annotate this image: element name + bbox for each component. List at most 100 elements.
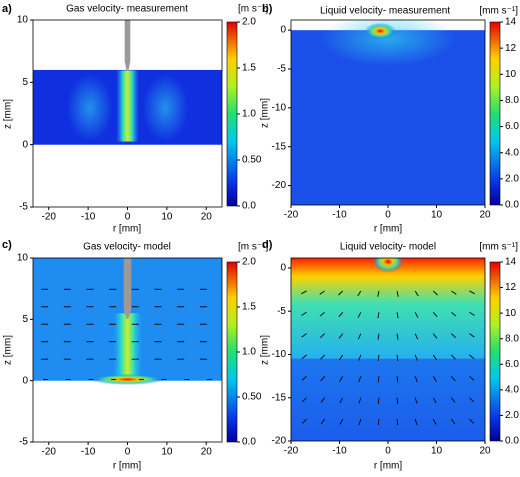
flow-arrow [432, 376, 437, 382]
x-tick-label: -10 [332, 210, 347, 221]
y-tick-label: 0 [22, 139, 28, 150]
flow-arrow [451, 397, 456, 403]
field-blob [364, 22, 396, 40]
colorbar-tick-label: 1.5 [242, 63, 256, 74]
flow-arrow [320, 354, 325, 360]
colorbar-tick-label: 10 [505, 69, 517, 80]
colorbar-tick-label: 4.0 [505, 384, 519, 395]
flow-arrow [377, 418, 380, 426]
flow-arrow [451, 418, 456, 425]
colorbar-tick-label: 0.0 [505, 436, 519, 447]
colorbar [226, 21, 238, 207]
y-tick-label: 10 [17, 15, 29, 26]
field-group [291, 20, 485, 205]
flow-arrow [301, 290, 307, 295]
flow-arrow [469, 418, 474, 424]
flow-arrow [469, 397, 475, 403]
flow-arrow [339, 397, 344, 404]
y-axis-label: z [mm] [260, 335, 271, 365]
flow-arrow [396, 312, 399, 319]
x-tick-label: 10 [431, 210, 443, 221]
flow-arrow [339, 376, 344, 382]
x-tick-label: 20 [479, 210, 491, 221]
colorbar-tick-label: 0.0 [242, 201, 256, 212]
y-tick-label: -20 [272, 436, 287, 447]
field-jet [112, 313, 143, 382]
flow-arrow [377, 354, 380, 361]
flow-arrow [358, 418, 362, 425]
x-tick-label: 10 [431, 446, 443, 457]
x-tick-label: -10 [332, 446, 347, 457]
colorbar-unit: [m s⁻¹] [238, 242, 268, 253]
flow-arrow [469, 311, 475, 316]
x-tick-label: 20 [479, 446, 491, 457]
x-tick-label: 20 [201, 447, 213, 458]
colorbar-tick-label: 8.0 [505, 333, 519, 344]
flow-arrow [301, 397, 307, 403]
field-group [33, 20, 222, 145]
colorbar [489, 261, 501, 442]
flow-arrow [301, 376, 307, 381]
colorbar-tick-label: 6.0 [505, 121, 519, 132]
x-tick-label: -20 [42, 212, 57, 223]
flow-arrow [414, 354, 418, 361]
field-jet [116, 70, 139, 142]
field-blob [372, 258, 404, 273]
y-tick-label: 0 [22, 375, 28, 386]
flow-arrow [469, 354, 475, 360]
flow-arrow [396, 376, 399, 383]
y-tick-label: -5 [19, 202, 28, 213]
flow-arrow [469, 333, 475, 338]
x-tick-label: -20 [284, 446, 299, 457]
flow-arrow [338, 311, 344, 318]
field-blob [142, 74, 188, 142]
colorbar [489, 21, 501, 206]
flow-arrow [320, 418, 325, 425]
y-axis-label: z [mm] [3, 335, 14, 365]
colorbar-tick-label: 8.0 [505, 95, 519, 106]
flow-arrow [301, 311, 307, 316]
field-band [291, 358, 485, 441]
flow-arrow [338, 290, 344, 296]
flow-arrow [414, 312, 419, 318]
flow-arrow [432, 397, 437, 404]
panel: a) Gas velocity- measurement [m s⁻¹] r [mm]… [2, 3, 268, 235]
colorbar-tick-label: 0.50 [242, 155, 262, 166]
flow-arrow [451, 311, 457, 317]
y-tick-label: 0 [280, 25, 286, 36]
x-tick-label: -20 [42, 447, 57, 458]
x-tick-label: 10 [161, 212, 173, 223]
colorbar-unit: [mm s⁻¹] [479, 6, 518, 17]
y-tick-label: -10 [272, 102, 287, 113]
colorbar-tick-label: 0.0 [505, 200, 519, 211]
flow-arrow [451, 290, 457, 295]
colorbar-tick-label: 12 [505, 43, 517, 54]
colorbar-tick-label: 1.0 [242, 347, 256, 358]
flow-arrow [432, 418, 437, 425]
flow-arrow [432, 311, 438, 318]
flow-arrow [339, 418, 344, 425]
y-tick-label: -5 [19, 437, 28, 448]
flow-arrow [414, 290, 419, 297]
panel-label: c) [2, 239, 12, 251]
flow-arrow [377, 333, 380, 340]
y-tick-label: 5 [22, 314, 28, 325]
colorbar-tick-label: 14 [505, 17, 517, 28]
flow-arrow [451, 354, 456, 360]
y-axis-label: z [mm] [260, 98, 271, 128]
x-tick-label: -20 [284, 210, 299, 221]
field-blob [67, 74, 113, 142]
panel-title: Liquid velocity- model [340, 242, 436, 253]
colorbar-tick-label: 1.0 [242, 109, 256, 120]
colorbar-unit: [m s⁻¹] [238, 4, 268, 15]
flow-arrow [301, 333, 307, 338]
y-tick-label: -10 [272, 349, 287, 360]
flow-arrow [432, 354, 438, 361]
panel: c) Gas velocity- model [m s⁻¹] r [mm] z [mm]… [2, 239, 268, 472]
flow-arrow [319, 290, 325, 295]
flow-arrow [358, 376, 362, 383]
x-tick-label: 0 [125, 212, 131, 223]
colorbar-tick-label: 0.0 [242, 437, 256, 448]
field-group [291, 258, 485, 441]
